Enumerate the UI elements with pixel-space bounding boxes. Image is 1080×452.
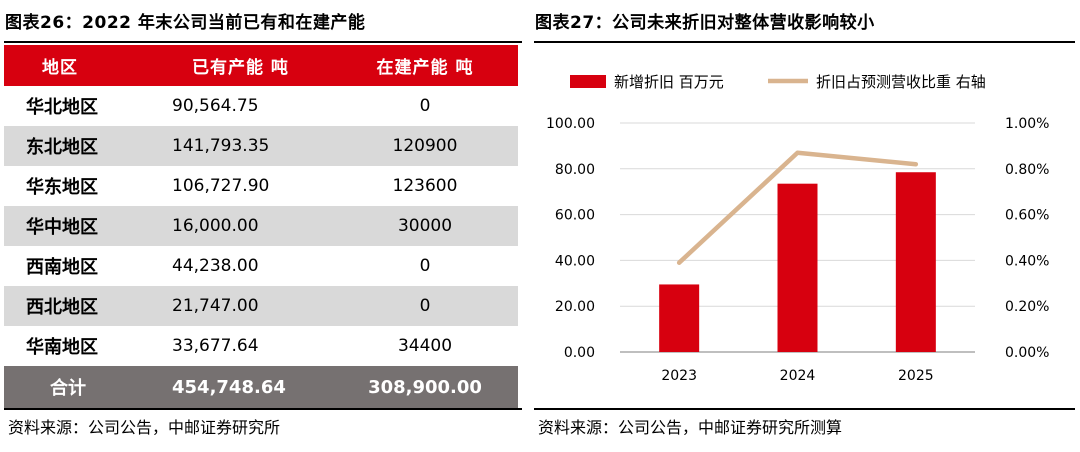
y-right-tick-label: 0.20% bbox=[1005, 299, 1049, 315]
bar-2025 bbox=[895, 172, 936, 352]
total-label: 合计 bbox=[4, 366, 152, 408]
cell-region: 华东地区 bbox=[26, 177, 98, 198]
legend-bar-label: 新增折旧 百万元 bbox=[614, 73, 724, 91]
table-row: 西北地区 21,747.00 0 bbox=[4, 286, 518, 326]
header-building-capacity: 在建产能 吨 bbox=[332, 45, 518, 86]
cell-region: 西北地区 bbox=[4, 286, 152, 326]
header-region: 地区 bbox=[4, 45, 152, 86]
cell-existing: 141,793.35 bbox=[152, 126, 332, 166]
table-row: 华南地区 33,677.64 34400 bbox=[4, 326, 518, 366]
table-row: 华东地区 106,727.90 123600 bbox=[4, 166, 518, 206]
title-rule bbox=[4, 41, 522, 43]
footer-rule bbox=[4, 408, 522, 410]
cell-building: 30000 bbox=[332, 206, 518, 246]
total-building: 308,900.00 bbox=[332, 366, 518, 408]
cell-building: 120900 bbox=[332, 126, 518, 166]
y-left-tick-label: 60.00 bbox=[555, 208, 595, 224]
bar-2023 bbox=[659, 284, 700, 352]
y-right-tick-label: 0.40% bbox=[1005, 253, 1049, 269]
cell-region: 西南地区 bbox=[26, 257, 98, 278]
cell-building: 0 bbox=[419, 96, 431, 116]
cell-building: 0 bbox=[332, 286, 518, 326]
line-series-depreciation-ratio bbox=[676, 150, 919, 265]
capacity-table-title: 图表26：2022 年末公司当前已有和在建产能 bbox=[5, 13, 366, 33]
cell-existing: 33,677.64 bbox=[172, 336, 259, 356]
cell-existing: 106,727.90 bbox=[172, 176, 270, 196]
x-tick-label: 2025 bbox=[898, 368, 934, 384]
cell-region: 东北地区 bbox=[4, 126, 152, 166]
table-row: 华北地区 90,564.75 0 bbox=[4, 86, 518, 126]
cell-building: 123600 bbox=[392, 176, 458, 196]
cell-region: 华北地区 bbox=[26, 97, 98, 118]
y-left-tick-label: 20.00 bbox=[555, 299, 595, 315]
y-left-tick-label: 100.00 bbox=[546, 116, 595, 132]
table-row: 西南地区 44,238.00 0 bbox=[4, 246, 518, 286]
total-existing: 454,748.64 bbox=[152, 366, 332, 408]
table-row: 华中地区 16,000.00 30000 bbox=[4, 206, 518, 246]
x-tick-label: 2024 bbox=[780, 368, 816, 384]
x-tick-label: 2023 bbox=[661, 368, 697, 384]
table-total-row: 合计 454,748.64 308,900.00 bbox=[4, 366, 518, 408]
y-right-tick-label: 0.00% bbox=[1005, 345, 1049, 361]
legend-line-label: 折旧占预测营收比重 右轴 bbox=[816, 73, 986, 91]
y-right-tick-label: 0.80% bbox=[1005, 162, 1049, 178]
footer-rule bbox=[534, 408, 1075, 410]
cell-region: 华中地区 bbox=[4, 206, 152, 246]
capacity-table: 地区 已有产能 吨 在建产能 吨 华北地区 90,564.75 0 东北地区 1… bbox=[4, 45, 518, 408]
y-right-tick-label: 0.60% bbox=[1005, 208, 1049, 224]
cell-region: 华南地区 bbox=[26, 337, 98, 358]
capacity-panel: 图表26：2022 年末公司当前已有和在建产能 地区 已有产能 吨 在建产能 吨… bbox=[0, 0, 522, 452]
table-row: 东北地区 141,793.35 120900 bbox=[4, 126, 518, 166]
cell-existing: 21,747.00 bbox=[152, 286, 332, 326]
title-rule bbox=[534, 41, 1075, 43]
capacity-source-note: 资料来源：公司公告，中邮证券研究所 bbox=[8, 418, 281, 437]
depreciation-chart: 0.00 20.00 40.00 60.00 80.00 100.00 0.00% 0.20%… bbox=[546, 73, 1049, 384]
y-right-tick-label: 1.00% bbox=[1005, 116, 1049, 132]
depreciation-chart-title: 图表27：公司未来折旧对整体营收影响较小 bbox=[535, 13, 875, 33]
depreciation-panel: 图表27：公司未来折旧对整体营收影响较小 0.00 20.00 40.00 60.00… bbox=[530, 0, 1075, 452]
cell-building: 0 bbox=[419, 256, 431, 276]
y-left-tick-label: 40.00 bbox=[555, 253, 595, 269]
bar-2024 bbox=[777, 183, 818, 352]
y-left-tick-label: 0.00 bbox=[564, 345, 595, 361]
depreciation-source-note: 资料来源：公司公告，中邮证券研究所测算 bbox=[538, 418, 843, 437]
legend-bar-swatch bbox=[570, 75, 606, 88]
cell-existing: 44,238.00 bbox=[172, 256, 259, 276]
cell-existing: 90,564.75 bbox=[172, 96, 259, 116]
header-existing-capacity: 已有产能 吨 bbox=[152, 45, 332, 86]
table-header-row: 地区 已有产能 吨 在建产能 吨 bbox=[4, 45, 518, 86]
cell-existing: 16,000.00 bbox=[152, 206, 332, 246]
cell-building: 34400 bbox=[397, 336, 453, 356]
y-left-tick-label: 80.00 bbox=[555, 162, 595, 178]
